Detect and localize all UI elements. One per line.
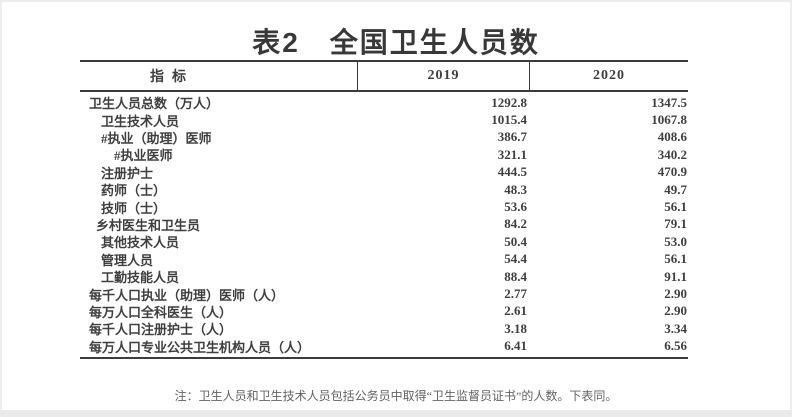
table-row: 卫生人员总数（万人） 1292.8 1347.5 xyxy=(80,94,688,112)
table-row: 工勤技能人员 88.4 91.1 xyxy=(80,268,688,286)
row-label: 卫生人员总数（万人） xyxy=(89,96,220,112)
row-value-2019: 54.4 xyxy=(504,251,527,267)
row-value-2019: 2.61 xyxy=(504,303,527,319)
row-value-2020: 49.7 xyxy=(664,181,687,197)
row-label: 每万人口全科医生（人） xyxy=(89,304,233,320)
table-row: 卫生技术人员 1015.4 1067.8 xyxy=(80,111,688,129)
row-value-2019: 1015.4 xyxy=(491,112,527,128)
row-value-2020: 1067.8 xyxy=(651,112,687,128)
row-label: 乡村医生和卫生员 xyxy=(96,217,201,233)
row-label: 每千人口执业（助理）医师（人） xyxy=(89,287,285,303)
table-row: 每万人口专业公共卫生机构人员（人） 6.41 6.56 xyxy=(80,337,688,355)
bottom-edge-decoration xyxy=(2,410,790,417)
table-row: 乡村医生和卫生员 84.2 79.1 xyxy=(80,216,688,233)
row-label: 药师（士） xyxy=(101,183,167,199)
row-value-2019: 88.4 xyxy=(504,268,527,284)
row-label: 其他技术人员 xyxy=(101,235,180,251)
row-value-2020: 408.6 xyxy=(657,129,687,145)
row-value-2020: 53.0 xyxy=(664,233,687,249)
footnote: 注：卫生人员和卫生技术人员包括公务员中取得“卫生监督员证书”的人数。下表同。 xyxy=(174,389,618,403)
row-value-2020: 6.56 xyxy=(664,338,687,354)
row-value-2020: 56.1 xyxy=(664,199,687,215)
table-row: 每万人口全科医生（人） 2.61 2.90 xyxy=(80,303,688,320)
row-value-2019: 6.41 xyxy=(504,338,527,354)
row-value-2020: 79.1 xyxy=(664,216,687,232)
row-value-2020: 470.9 xyxy=(657,164,687,180)
row-value-2020: 1347.5 xyxy=(651,94,687,110)
row-value-2019: 2.77 xyxy=(504,285,527,301)
health-personnel-table: 指标 2019 2020 卫生人员总数（万人） 1292.8 1347.5 卫生技术人… xyxy=(80,60,688,359)
row-label: 技师（士） xyxy=(101,200,167,216)
row-value-2019: 53.6 xyxy=(504,199,527,215)
table-row: #执业医师 321.1 340.2 xyxy=(80,146,688,164)
table-row: 管理人员 54.4 56.1 xyxy=(80,251,688,268)
row-value-2019: 50.4 xyxy=(504,233,527,249)
row-label: 注册护士 xyxy=(101,165,154,181)
table-row: #执业（助理）医师 386.7 408.6 xyxy=(80,129,688,146)
table-row: 每千人口执业（助理）医师（人） 2.77 2.90 xyxy=(80,285,688,303)
row-value-2019: 321.1 xyxy=(497,146,527,162)
row-value-2020: 2.90 xyxy=(664,285,687,301)
row-value-2020: 2.90 xyxy=(664,303,687,319)
row-value-2019: 444.5 xyxy=(497,164,527,180)
row-value-2019: 1292.8 xyxy=(491,94,527,110)
table-body: 卫生人员总数（万人） 1292.8 1347.5 卫生技术人员 1015.4 1067.8… xyxy=(80,92,688,357)
row-value-2020: 3.34 xyxy=(664,320,687,336)
row-value-2019: 84.2 xyxy=(504,216,527,232)
row-label: 卫生技术人员 xyxy=(101,113,180,129)
col-header-2020: 2020 xyxy=(529,62,688,90)
row-label: #执业（助理）医师 xyxy=(101,130,212,146)
table-row: 药师（士） 48.3 49.7 xyxy=(80,181,688,199)
table-header-row: 指标 2019 2020 xyxy=(80,62,688,92)
col-header-indicator: 指标 xyxy=(150,70,194,85)
row-label: 每万人口专业公共卫生机构人员（人） xyxy=(89,339,311,355)
row-label: 管理人员 xyxy=(101,252,154,268)
row-value-2019: 48.3 xyxy=(504,181,527,197)
row-value-2020: 56.1 xyxy=(664,251,687,267)
row-label: 工勤技能人员 xyxy=(101,270,180,286)
row-label: 每千人口注册护士（人） xyxy=(89,322,233,338)
table-row: 技师（士） 53.6 56.1 xyxy=(80,198,688,216)
row-label: #执业医师 xyxy=(114,148,173,164)
row-value-2020: 340.2 xyxy=(657,146,687,162)
page-title: 表2 全国卫生人员数 xyxy=(252,27,540,58)
table-row: 每千人口注册护士（人） 3.18 3.34 xyxy=(80,320,688,338)
row-value-2020: 91.1 xyxy=(664,268,687,284)
table-row: 其他技术人员 50.4 53.0 xyxy=(80,233,688,251)
row-value-2019: 386.7 xyxy=(497,129,527,145)
table-row: 注册护士 444.5 470.9 xyxy=(80,164,688,181)
row-value-2019: 3.18 xyxy=(504,320,527,336)
col-header-2019: 2019 xyxy=(357,62,529,90)
